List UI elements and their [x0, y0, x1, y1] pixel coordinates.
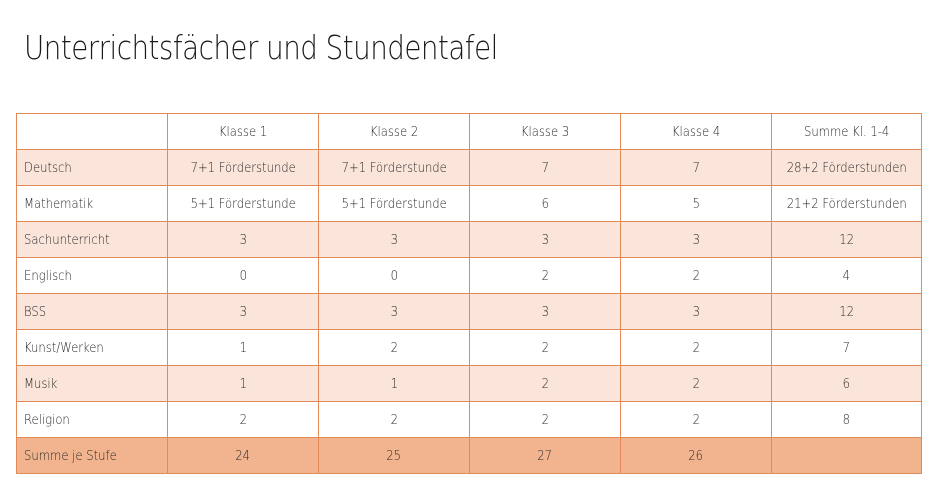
subject-cell: Mathematik: [16, 185, 168, 222]
table-cell: 12: [771, 221, 922, 258]
total-cell: 25: [318, 437, 470, 474]
table-cell: 2: [318, 329, 470, 366]
header-cell-empty: [16, 113, 168, 150]
table-row: Sachunterricht 3 3 3 3 12: [16, 221, 922, 258]
table-cell: 0: [167, 257, 319, 294]
header-row: Klasse 1 Klasse 2 Klasse 3 Klasse 4 Summ…: [16, 113, 922, 150]
table-cell: 2: [469, 401, 621, 438]
total-cell: [771, 437, 922, 474]
subject-cell: BSS: [16, 293, 168, 330]
table-cell: 3: [167, 221, 319, 258]
table-cell: 5: [620, 185, 772, 222]
table-cell: 2: [469, 257, 621, 294]
table-cell: 3: [469, 293, 621, 330]
page-title: Unterrichtsfächer und Stundentafel: [24, 28, 498, 67]
table-cell: 2: [318, 401, 470, 438]
total-row: Summe je Stufe 24 25 27 26: [16, 437, 922, 474]
table-cell: 1: [167, 365, 319, 402]
table-cell: 21+2 Förderstunden: [771, 185, 922, 222]
column-header-klasse-3: Klasse 3: [469, 113, 621, 150]
table-cell: 3: [620, 293, 772, 330]
table-cell: 8: [771, 401, 922, 438]
table-cell: 7+1 Förderstunde: [167, 149, 319, 186]
table-row: BSS 3 3 3 3 12: [16, 293, 922, 330]
table-cell: 12: [771, 293, 922, 330]
subject-cell: Englisch: [16, 257, 168, 294]
table-cell: 0: [318, 257, 470, 294]
total-cell: 24: [167, 437, 319, 474]
subject-cell: Deutsch: [16, 149, 168, 186]
total-cell: 27: [469, 437, 621, 474]
table-cell: 3: [469, 221, 621, 258]
subject-cell: Musik: [16, 365, 168, 402]
table-cell: 7: [469, 149, 621, 186]
table-cell: 2: [167, 401, 319, 438]
table-row: Musik 1 1 2 2 6: [16, 365, 922, 402]
table-cell: 1: [167, 329, 319, 366]
total-label-cell: Summe je Stufe: [16, 437, 168, 474]
table-row: Kunst/Werken 1 2 2 2 7: [16, 329, 922, 366]
subject-cell: Sachunterricht: [16, 221, 168, 258]
table-cell: 5+1 Förderstunde: [318, 185, 470, 222]
table-cell: 6: [469, 185, 621, 222]
table-cell: 7: [771, 329, 922, 366]
subject-cell: Religion: [16, 401, 168, 438]
table-row: Religion 2 2 2 2 8: [16, 401, 922, 438]
table-cell: 4: [771, 257, 922, 294]
table-cell: 1: [318, 365, 470, 402]
column-header-klasse-1: Klasse 1: [167, 113, 319, 150]
table-cell: 2: [620, 365, 772, 402]
table-cell: 3: [318, 221, 470, 258]
column-header-summe: Summe Kl. 1-4: [771, 113, 922, 150]
table-cell: 7: [620, 149, 772, 186]
table-cell: 28+2 Förderstunden: [771, 149, 922, 186]
table-cell: 2: [620, 257, 772, 294]
table-cell: 3: [318, 293, 470, 330]
table-cell: 3: [620, 221, 772, 258]
table-cell: 3: [167, 293, 319, 330]
column-header-klasse-4: Klasse 4: [620, 113, 772, 150]
table-row: Mathematik 5+1 Förderstunde 5+1 Förderst…: [16, 185, 922, 222]
table-cell: 2: [620, 329, 772, 366]
table-cell: 2: [469, 365, 621, 402]
table-cell: 2: [620, 401, 772, 438]
table-cell: 7+1 Förderstunde: [318, 149, 470, 186]
subject-cell: Kunst/Werken: [16, 329, 168, 366]
table-cell: 5+1 Förderstunde: [167, 185, 319, 222]
table-cell: 6: [771, 365, 922, 402]
total-cell: 26: [620, 437, 772, 474]
table-row: Englisch 0 0 2 2 4: [16, 257, 922, 294]
column-header-klasse-2: Klasse 2: [318, 113, 470, 150]
table-cell: 2: [469, 329, 621, 366]
lesson-table: Klasse 1 Klasse 2 Klasse 3 Klasse 4 Summ…: [16, 113, 922, 474]
table-row: Deutsch 7+1 Förderstunde 7+1 Förderstund…: [16, 149, 922, 186]
